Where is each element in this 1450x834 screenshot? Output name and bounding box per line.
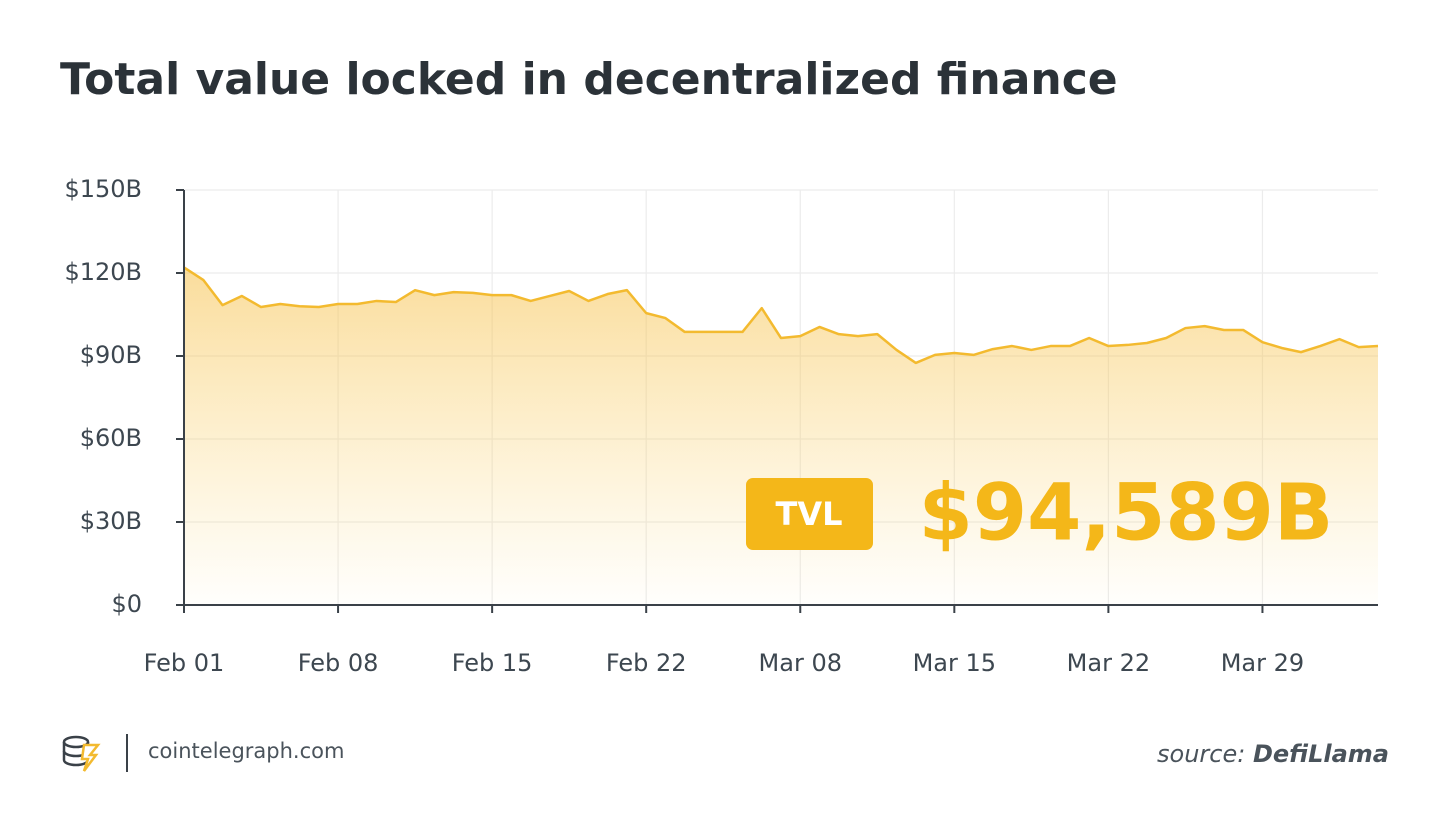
x-tick-label: Feb 15 [452,649,533,677]
y-tick-label: $90B [80,341,142,369]
y-tick-label: $30B [80,507,142,535]
x-tick-label: Feb 22 [606,649,687,677]
y-tick-label: $60B [80,424,142,452]
chart-title: Total value locked in decentralized fina… [60,54,1118,105]
badge [746,478,873,550]
y-tick-label: $150B [64,175,142,203]
plot: Feb 01 Feb 08 Feb 15 Feb 22 Mar 08 Mar 15 Mar … [64,175,1379,677]
x-tick-label: Mar 29 [1221,649,1304,677]
x-tick-label: Feb 08 [298,649,379,677]
y-tick-label: $120B [64,258,142,286]
y-tick-label: $0 [111,590,142,618]
x-tick-label: Mar 22 [1067,649,1150,677]
site-name: cointelegraph.com [148,739,344,763]
x-tick-label: Mar 15 [913,649,996,677]
logo [62,735,101,772]
x-tick-label: Feb 01 [144,649,225,677]
source-prefix: source: [1157,740,1245,768]
source-name: DefiLlama [1253,740,1389,768]
source: source: DefiLlama [1157,740,1389,768]
x-tick-label: Mar 08 [759,649,842,677]
area [184,267,1378,605]
line [183,266,1379,365]
headline-value: $94,589B [919,468,1334,558]
badge-label: TVL [776,495,843,533]
